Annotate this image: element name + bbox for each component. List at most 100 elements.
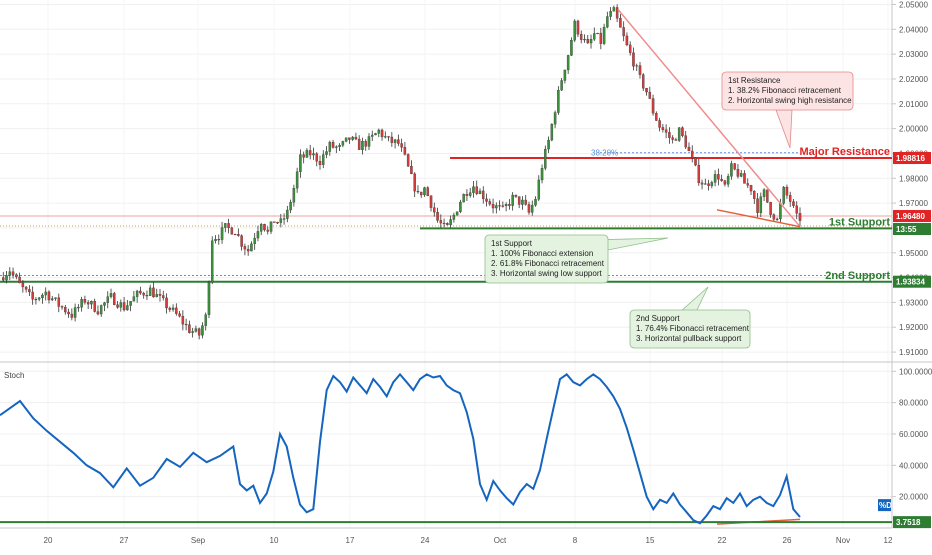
candle-body: [628, 44, 632, 53]
candle-body: [217, 239, 221, 241]
time-tick-label: 17: [346, 536, 355, 545]
candle-body: [377, 129, 381, 134]
candle-body: [661, 127, 665, 130]
candle-body: [563, 69, 567, 81]
stoch-gridlines: [0, 370, 892, 498]
candle-body: [374, 133, 377, 136]
candle-body: [668, 132, 671, 138]
candle-body: [364, 141, 367, 147]
candle-body: [220, 227, 224, 240]
candle-body: [139, 290, 142, 294]
candle-body: [210, 240, 214, 283]
candle-body: [710, 182, 714, 186]
candle-body: [57, 297, 61, 307]
candle-body: [619, 18, 622, 28]
price-tick-label: 1.97000: [899, 199, 928, 208]
candle-body: [103, 302, 106, 306]
candle-body: [566, 55, 570, 71]
candle-body: [570, 40, 573, 56]
candle-body: [351, 136, 354, 140]
candle-body: [276, 222, 279, 224]
candle-body: [779, 203, 782, 220]
candle-body: [785, 186, 789, 196]
candle-body: [230, 227, 234, 235]
candle-body: [671, 137, 674, 140]
candle-body: [655, 113, 658, 121]
candle-body: [753, 190, 756, 199]
candle-body: [178, 313, 181, 317]
candle-body: [132, 296, 136, 302]
price-tick-label: 1.93000: [899, 298, 928, 307]
candle-body: [322, 154, 325, 165]
candle-body: [488, 201, 492, 205]
candle-body: [455, 211, 459, 216]
candle-body: [681, 127, 684, 136]
candle-body: [677, 127, 681, 141]
candle-body: [256, 231, 260, 239]
candle-body: [67, 311, 70, 315]
candle-body: [690, 150, 694, 158]
stoch-value-tag-box: [893, 516, 931, 529]
stoch-tick-label: 40.0000: [899, 461, 928, 470]
candle-body: [511, 194, 514, 206]
candle-body: [15, 274, 18, 278]
candle-body: [184, 323, 188, 326]
candle-body: [155, 294, 158, 298]
candle-body: [442, 222, 446, 225]
candle-body: [795, 205, 798, 214]
candle-body: [743, 173, 746, 184]
candle-body: [788, 195, 792, 202]
candle-body: [96, 311, 100, 315]
countdown-tag-text: 13:55: [896, 225, 917, 234]
candle-body: [534, 199, 537, 206]
candle-body: [295, 171, 299, 189]
candle-body: [446, 223, 449, 226]
candle-body: [227, 223, 230, 228]
candle-body: [557, 89, 560, 113]
candle-body: [99, 305, 103, 315]
note-sup2-line: 1. 76.4% Fibonacci retracement: [636, 324, 750, 333]
candle-body: [194, 328, 198, 332]
candle-body: [550, 124, 554, 141]
candle-body: [495, 205, 498, 209]
candle-body: [90, 300, 93, 305]
candle-body: [717, 174, 720, 180]
candle-body: [387, 136, 390, 138]
candle-body: [739, 173, 743, 177]
candle-body: [573, 20, 576, 41]
candle-body: [370, 134, 374, 137]
candle-body: [419, 191, 423, 196]
candle-body: [553, 112, 557, 125]
time-tick-label: Oct: [494, 536, 507, 545]
candle-body: [233, 234, 237, 236]
candle-body: [762, 189, 766, 197]
candle-body: [204, 314, 207, 326]
candle-body: [302, 154, 305, 158]
candle-body: [501, 205, 505, 207]
candle-body: [145, 295, 149, 297]
candle-body: [44, 291, 47, 296]
candle-body: [498, 205, 501, 207]
candle-body: [93, 300, 96, 312]
fibonacci-38-label: 38.20%: [591, 149, 618, 158]
candle-body: [775, 218, 779, 220]
time-tick-label: 27: [120, 536, 129, 545]
candle-body: [289, 201, 292, 211]
current-price-tag-box: [893, 210, 931, 223]
price-tick-label: 2.01000: [899, 100, 928, 109]
stoch-badge-box: [878, 499, 891, 512]
candle-body: [279, 218, 283, 223]
candle-body: [527, 204, 531, 213]
candle-body: [325, 151, 328, 155]
candle-body: [64, 307, 67, 313]
price-tick-label: 1.92000: [899, 323, 928, 332]
candle-body: [468, 192, 472, 196]
candle-body: [596, 32, 599, 35]
time-tick-label: 24: [421, 536, 430, 545]
candle-body: [638, 65, 642, 75]
candle-body: [237, 234, 240, 236]
candle-body: [109, 293, 113, 297]
candle-body: [449, 219, 452, 226]
stoch-badge-text: %D: [879, 501, 892, 510]
